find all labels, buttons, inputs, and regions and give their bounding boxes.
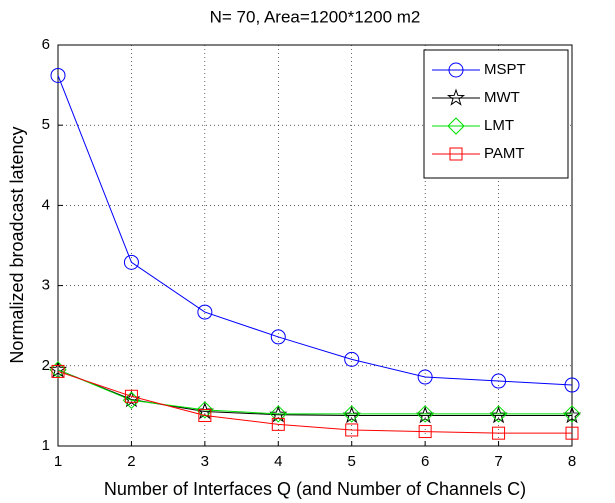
data-point [563, 405, 581, 423]
x-tick-label: 5 [348, 453, 356, 470]
x-tick-label: 6 [421, 453, 429, 470]
y-tick-label: 6 [42, 36, 50, 53]
legend-marker [449, 147, 463, 161]
legend-label: LMT [484, 117, 514, 134]
data-point [418, 425, 432, 439]
data-point [416, 405, 435, 424]
x-tick-label: 2 [127, 453, 135, 470]
data-point [197, 304, 213, 320]
legend-marker [446, 88, 466, 106]
legend-marker [448, 62, 464, 78]
data-point [562, 405, 582, 424]
y-tick-label: 3 [42, 277, 50, 294]
data-point [270, 329, 286, 345]
data-point [269, 405, 287, 423]
data-point [345, 423, 359, 437]
data-point [492, 426, 506, 440]
series-line [57, 370, 572, 434]
plot-frame [57, 44, 573, 447]
series-line [57, 75, 573, 386]
y-tick-label: 5 [42, 116, 50, 133]
data-point [491, 373, 507, 389]
data-point [489, 405, 508, 424]
data-point [343, 405, 361, 423]
y-tick-label: 4 [42, 196, 50, 213]
x-tick-label: 7 [494, 453, 502, 470]
x-tick-label: 3 [201, 453, 209, 470]
series-line [57, 369, 572, 415]
data-point [564, 377, 580, 393]
legend-label: MWT [484, 89, 520, 106]
data-point [344, 351, 360, 367]
x-axis-label: Number of Interfaces Q (and Number of Ch… [104, 479, 526, 499]
data-point [565, 426, 579, 440]
x-tick-label: 8 [568, 453, 576, 470]
x-tick-label: 4 [274, 453, 282, 470]
chart-title: N= 70, Area=1200*1200 m2 [210, 7, 421, 26]
data-point [198, 409, 212, 423]
data-point [416, 405, 434, 423]
data-point [417, 369, 433, 385]
data-point [50, 67, 66, 83]
data-point [489, 405, 508, 423]
legend-marker [447, 117, 465, 135]
legend-label: MSPT [484, 61, 526, 78]
legend-label: PAMT [484, 145, 525, 162]
data-point [342, 405, 361, 424]
data-point [196, 401, 214, 419]
legend-box [423, 49, 569, 179]
data-point [271, 417, 285, 431]
data-point [123, 254, 139, 270]
y-tick-label: 2 [42, 357, 50, 374]
y-tick-label: 1 [42, 437, 50, 454]
data-point [124, 389, 138, 403]
y-axis-label: Normalized broadcast latency [7, 126, 27, 363]
x-tick-label: 1 [54, 453, 62, 470]
data-point [51, 364, 65, 378]
